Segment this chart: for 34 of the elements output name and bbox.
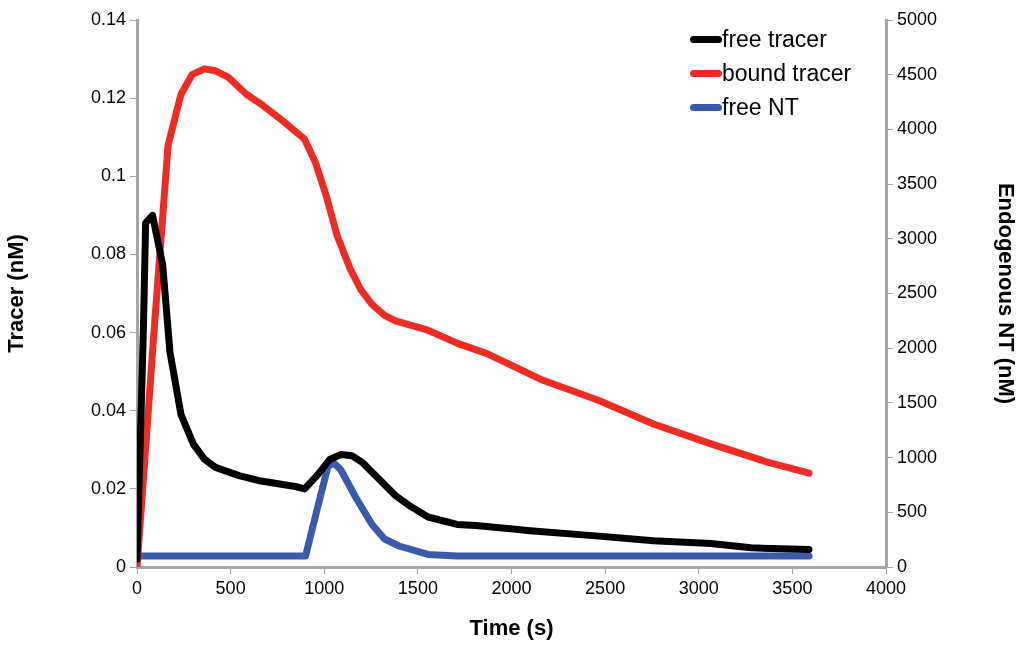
x-tick-label: 4000 xyxy=(865,577,907,598)
y2-tick-label: 2000 xyxy=(897,337,938,358)
x-tick-label: 0 xyxy=(131,577,143,598)
y2-tick-label: 2500 xyxy=(897,282,938,303)
y-tick-label: 0.02 xyxy=(90,477,126,498)
y-tick-label: 0.14 xyxy=(90,8,126,29)
y2-tick-label: 5000 xyxy=(897,8,938,29)
legend-label: free tracer xyxy=(722,25,827,54)
y2-tick-label: 500 xyxy=(897,501,928,522)
legend-label: bound tracer xyxy=(722,59,852,88)
y2-tick-label: 4500 xyxy=(897,63,938,84)
y2-tick-label: 1000 xyxy=(897,446,938,467)
y2-tick-label: 3500 xyxy=(897,173,938,194)
y-axis-title: Tracer (nM) xyxy=(3,234,29,353)
x-tick-label: 3000 xyxy=(678,577,719,598)
x-tick-label: 2000 xyxy=(491,577,532,598)
x-tick-label: 3500 xyxy=(772,577,813,598)
x-axis-title: Time (s) xyxy=(469,614,554,640)
x-tick-label: 1000 xyxy=(304,577,345,598)
y2-tick-label: 0 xyxy=(897,555,908,576)
x-tick-label: 500 xyxy=(215,577,246,598)
y-tick-label: 0.1 xyxy=(100,165,126,186)
y-tick-label: 0.08 xyxy=(90,243,126,264)
legend-label: free NT xyxy=(722,93,799,122)
x-tick-label: 2500 xyxy=(585,577,626,598)
y-tick-label: 0.12 xyxy=(90,87,126,108)
y-tick-label: 0.04 xyxy=(90,399,126,420)
y2-tick-label: 1500 xyxy=(897,391,938,412)
y2-tick-label: 3000 xyxy=(897,227,938,248)
y2-tick-label: 4000 xyxy=(897,118,938,139)
y2-axis-title: Endogenous NT (nM) xyxy=(993,182,1019,405)
y-tick-label: 0 xyxy=(115,555,126,576)
y-tick-label: 0.06 xyxy=(90,321,126,342)
x-tick-label: 1500 xyxy=(397,577,438,598)
